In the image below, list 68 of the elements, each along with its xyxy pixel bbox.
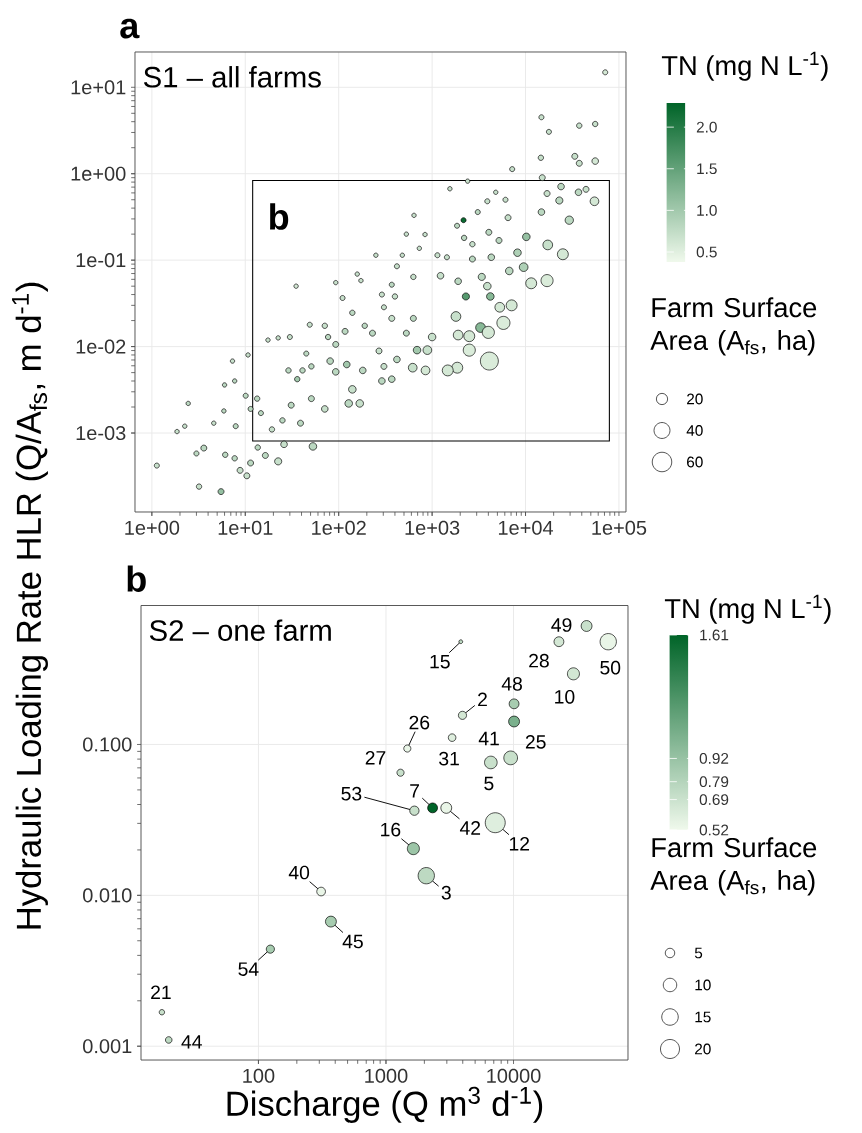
legend-label: 40	[686, 425, 703, 436]
annotation: 26	[409, 715, 430, 730]
annotation: 27	[365, 750, 386, 765]
annotation: 7	[410, 784, 420, 798]
color-bar-label: 1.5	[697, 163, 717, 175]
annotation: b	[270, 203, 289, 230]
color-bar-label: 0.79	[699, 776, 729, 788]
color-bar-label: 0.92	[699, 753, 729, 764]
legend-label: 15	[695, 1011, 711, 1023]
y-tick-label: 0.010	[83, 888, 132, 903]
legend-label: 5	[694, 947, 703, 959]
annotation: 54	[238, 962, 259, 976]
color-bar-label: 0.52	[699, 824, 729, 836]
annotation: 53	[341, 786, 362, 801]
x-tick-label: 10000	[487, 1068, 541, 1083]
x-tick-label: 1000	[365, 1068, 408, 1083]
annotation: 12	[509, 836, 530, 851]
annotation: 2	[478, 692, 487, 707]
annotation: 28	[529, 653, 549, 668]
annotation: 45	[342, 934, 363, 949]
chart-title: a	[120, 18, 140, 39]
annotation: 41	[478, 731, 499, 746]
annotation: 15	[430, 654, 450, 669]
x-tick-label: 1e+04	[498, 520, 554, 535]
x-axis-title: Discharge (Q m$^{3}$ d$^{-1}$)	[227, 1086, 543, 1123]
x-tick-label: 1e+00	[125, 520, 180, 535]
legend-label: 10	[695, 979, 711, 991]
y-tick-label: 1e-02	[76, 339, 126, 354]
color-bar-label: 2.0	[696, 121, 717, 133]
annotation: 40	[288, 865, 310, 880]
annotation: 10	[555, 689, 575, 704]
color-bar-title: TN (mg N L$^{-1}$)	[664, 594, 831, 624]
annotation: 49	[551, 618, 572, 632]
color-bar-label: 1.0	[697, 204, 717, 216]
annotation: 48	[501, 676, 522, 691]
x-tick-label: 1e+05	[592, 520, 647, 535]
chart-subtitle: S1 – all farms	[143, 66, 321, 88]
annotation: 42	[459, 821, 481, 835]
annotation: 25	[525, 735, 546, 749]
annotation: 31	[439, 751, 459, 766]
x-tick-label: 100	[243, 1068, 275, 1083]
legend-title: Farm Surface Area (A$_{fs}$, ha)	[650, 837, 817, 896]
y-tick-label: 1e-01	[76, 253, 126, 268]
legend-label: 20	[687, 393, 703, 405]
color-bar-label: 0.69	[699, 794, 729, 806]
y-tick-label: 1e+01	[71, 80, 126, 95]
annotation: 3	[441, 885, 451, 900]
chart-title: b	[127, 565, 146, 592]
x-tick-label: 1e+03	[405, 520, 460, 535]
chart-subtitle: S2 – one farm	[149, 619, 331, 641]
color-bar-label: 0.5	[696, 246, 717, 258]
annotation: 44	[181, 1035, 202, 1049]
y-tick-label: 1e+00	[71, 166, 126, 181]
legend-title: Farm Surface Area (A$_{fs}$, ha)	[650, 297, 817, 356]
legend-label: 20	[695, 1043, 711, 1055]
y-tick-label: 0.100	[83, 737, 132, 752]
annotation: 16	[381, 822, 401, 837]
annotation: 5	[484, 776, 494, 791]
x-tick-label: 1e+02	[312, 520, 366, 535]
legend-label: 60	[687, 456, 703, 468]
color-bar-title: TN (mg N L$^{-1}$)	[661, 51, 828, 81]
color-bar-label: 1.61	[700, 629, 729, 641]
y-tick-label: 0.001	[83, 1039, 132, 1054]
y-axis-title: Hydraulic Loading Rate HLR (Q/A$_{fs}$, m d$^{-1}$)	[12, 282, 48, 929]
y-tick-label: 1e-03	[76, 425, 126, 441]
annotation: 21	[151, 985, 171, 999]
x-tick-label: 1e+01	[218, 520, 273, 535]
annotation: 50	[600, 660, 621, 675]
